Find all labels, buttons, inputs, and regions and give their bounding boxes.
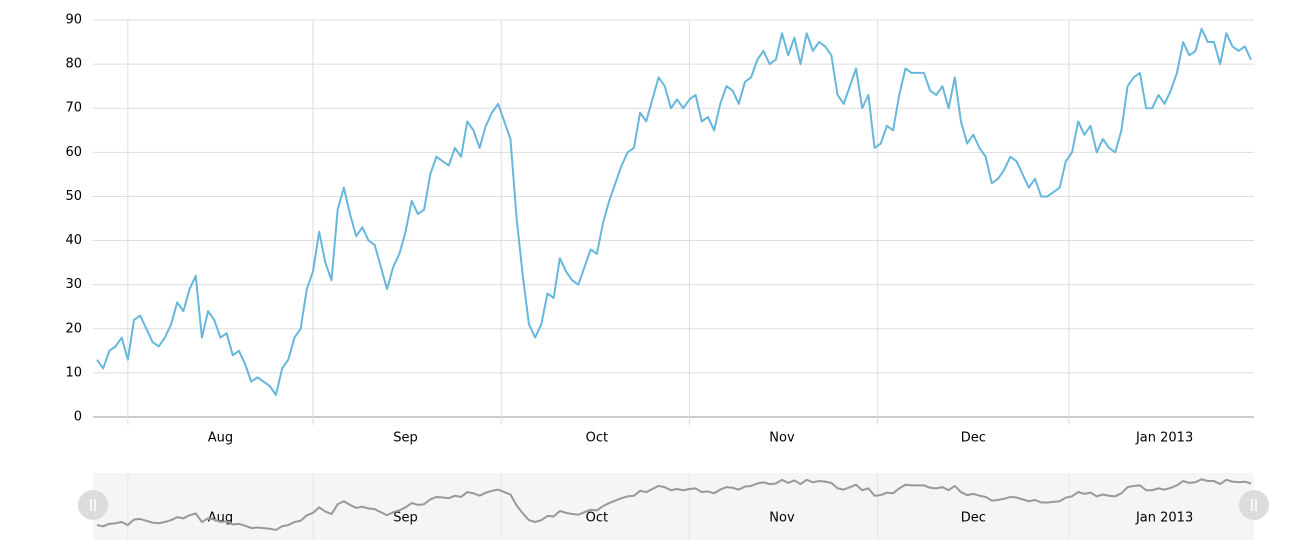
y-tick-label: 40 [65, 233, 82, 248]
y-tick-label: 50 [65, 189, 82, 204]
series-line [96, 27, 1252, 396]
scrollbar-background [93, 473, 1254, 540]
y-tick-label: 30 [65, 277, 82, 292]
y-tick-label: 80 [65, 57, 82, 72]
x-tick-label: Oct [586, 431, 608, 446]
scrollbar-label: Oct [586, 511, 608, 526]
scrollbar-label: Sep [393, 511, 418, 526]
x-tick-label: Nov [769, 431, 795, 446]
y-tick-label: 20 [65, 321, 82, 336]
scrollbar-label: Dec [961, 511, 986, 526]
y-tick-label: 0 [74, 410, 82, 425]
x-tick-label: Dec [961, 431, 986, 446]
scrollbar-label: Nov [769, 511, 795, 526]
scrollbar-line [96, 478, 1252, 531]
x-tick-label: Sep [393, 431, 418, 446]
y-tick-label: 60 [65, 145, 82, 160]
scrollbar-label: Jan 2013 [1135, 511, 1193, 526]
x-tick-label: Aug [208, 431, 233, 446]
scrollbar-handle[interactable] [1239, 490, 1269, 520]
y-tick-label: 10 [65, 365, 82, 380]
x-tick-label: Jan 2013 [1135, 431, 1193, 446]
y-tick-label: 70 [65, 101, 82, 116]
y-tick-label: 90 [65, 13, 82, 28]
scrollbar-handle[interactable] [78, 490, 108, 520]
